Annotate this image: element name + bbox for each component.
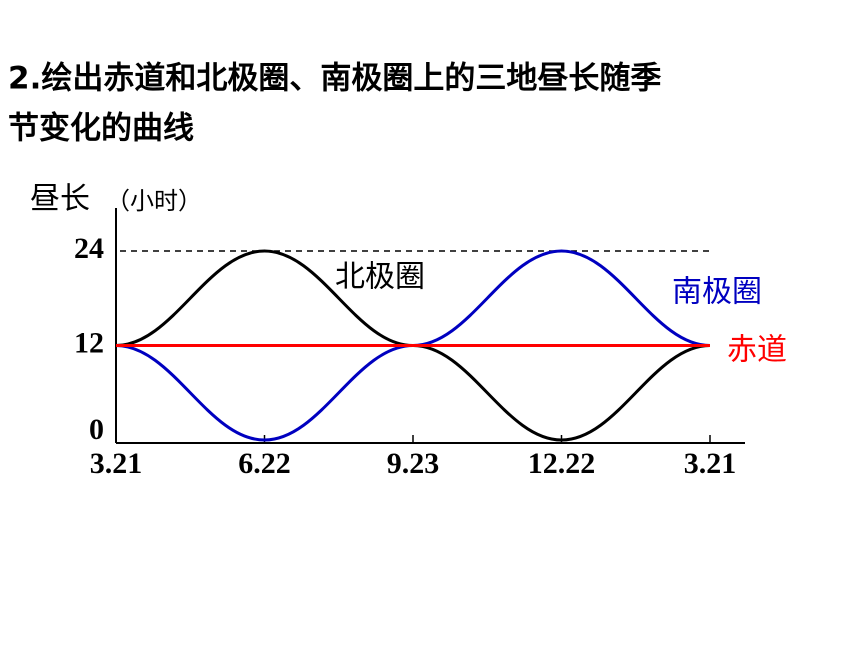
x-tick-label: 12.22	[528, 447, 596, 480]
x-tick-label: 6.22	[238, 447, 291, 480]
x-tick-label: 3.21	[684, 447, 737, 480]
series-label: 赤道	[727, 333, 787, 368]
x-tick-label: 3.21	[90, 447, 143, 480]
y-tick-label: 0	[89, 413, 104, 446]
y-axis-label: 昼长	[30, 182, 90, 217]
series-label: 北极圈	[335, 260, 425, 295]
chart-title: 节变化的曲线	[8, 111, 194, 147]
y-tick-label: 12	[74, 326, 104, 359]
y-tick-label: 24	[74, 232, 104, 265]
series-label: 南极圈	[672, 275, 762, 310]
y-axis-unit: （小时）	[106, 187, 202, 215]
x-tick-label: 9.23	[387, 447, 440, 480]
chart-title: 2.绘出赤道和北极圈、南极圈上的三地昼长随季	[8, 61, 661, 97]
